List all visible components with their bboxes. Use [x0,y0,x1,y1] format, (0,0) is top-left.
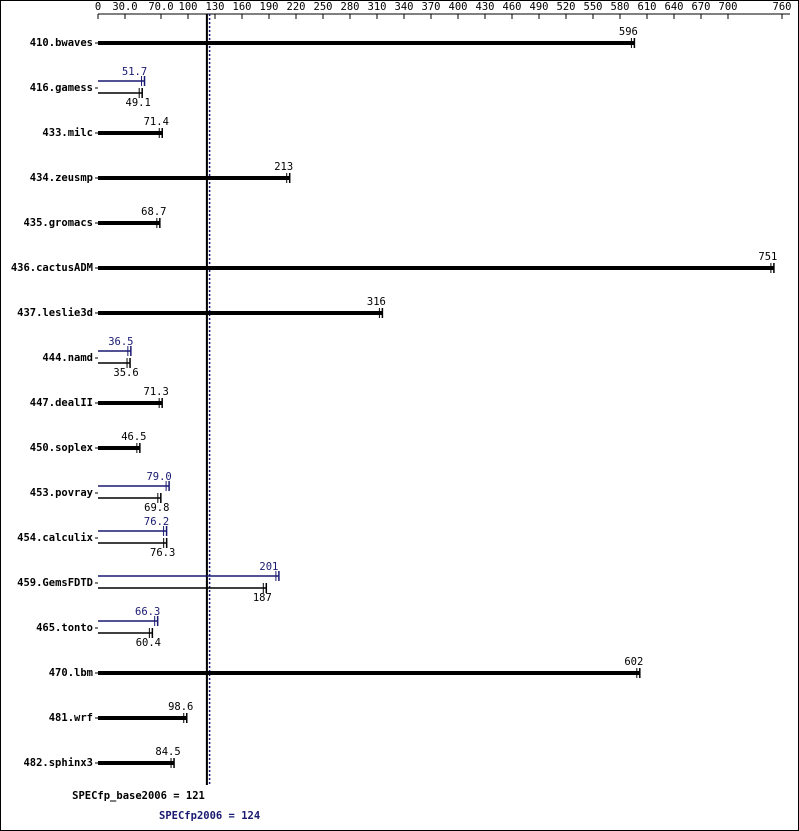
x-tick-label: 280 [341,1,360,13]
x-tick-label: 640 [665,1,684,13]
base-value-label: 60.4 [136,637,161,649]
category-label: 435.gromacs [23,217,93,229]
x-tick-label: 580 [611,1,630,13]
category-label: 465.tonto [36,622,93,634]
base-value-label: 69.8 [144,502,169,514]
base-value-label: 596 [619,26,638,38]
base-value-label: 98.6 [168,701,193,713]
base-value-label: 751 [758,251,777,263]
base-value-label: 187 [253,592,272,604]
category-label: 434.zeusmp [30,172,93,184]
category-label: 410.bwaves [30,37,93,49]
category-label: 453.povray [30,487,94,499]
x-tick-label: 130 [206,1,225,13]
x-tick-label: 0 [95,1,101,13]
x-tick-label: 100 [179,1,198,13]
x-tick-label: 520 [557,1,576,13]
x-tick-label: 430 [476,1,495,13]
peak-value-label: 201 [259,561,278,573]
base-value-label: 316 [367,296,386,308]
category-label: 437.leslie3d [17,307,93,319]
x-tick-label: 490 [530,1,549,13]
x-tick-label: 340 [395,1,414,13]
reference-label: SPECfp_base2006 = 121 [72,790,205,802]
base-value-label: 35.6 [113,367,138,379]
x-tick-label: 30.0 [112,1,137,13]
category-label: 459.GemsFDTD [17,577,93,589]
category-label: 447.dealII [30,397,93,409]
x-tick-label: 310 [368,1,387,13]
peak-value-label: 76.2 [144,516,169,528]
category-label: 444.namd [42,352,93,364]
peak-value-label: 51.7 [122,66,147,78]
category-label: 481.wrf [49,712,93,724]
x-tick-label: 370 [422,1,441,13]
x-tick-label: 670 [692,1,711,13]
x-tick-label: 700 [719,1,738,13]
base-value-label: 49.1 [126,97,151,109]
x-tick-label: 550 [584,1,603,13]
base-value-label: 68.7 [141,206,166,218]
peak-value-label: 79.0 [146,471,171,483]
category-label: 450.soplex [30,442,94,454]
x-tick-label: 400 [449,1,468,13]
x-tick-label: 460 [503,1,522,13]
base-value-label: 71.3 [144,386,169,398]
base-value-label: 46.5 [121,431,146,443]
x-tick-label: 610 [638,1,657,13]
x-tick-label: 250 [314,1,333,13]
base-value-label: 84.5 [155,746,180,758]
x-tick-label: 160 [233,1,252,13]
category-label: 416.gamess [30,82,93,94]
base-value-label: 71.4 [144,116,169,128]
peak-value-label: 36.5 [108,336,133,348]
base-value-label: 213 [274,161,293,173]
category-label: 470.lbm [49,667,93,679]
x-tick-label: 70.0 [148,1,173,13]
category-label: 482.sphinx3 [23,757,93,769]
reference-label: SPECfp2006 = 124 [159,810,260,822]
peak-value-label: 66.3 [135,606,160,618]
base-value-label: 76.3 [150,547,175,559]
x-tick-label: 190 [260,1,279,13]
x-tick-label: 220 [287,1,306,13]
category-label: 454.calculix [17,532,94,544]
category-label: 433.milc [42,127,93,139]
category-label: 436.cactusADM [11,262,93,274]
x-tick-label: 760 [773,1,792,13]
base-value-label: 602 [624,656,643,668]
